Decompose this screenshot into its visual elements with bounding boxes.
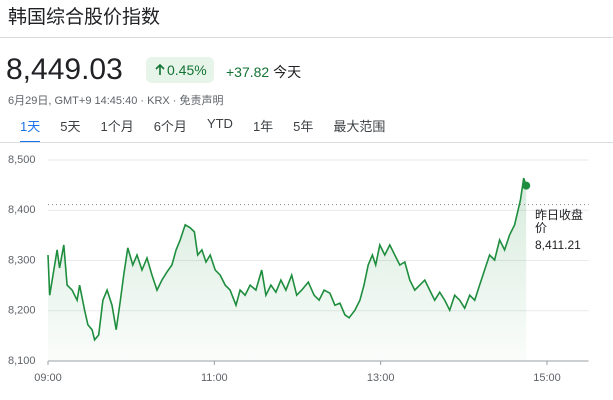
divider <box>0 37 613 38</box>
line <box>47 177 527 342</box>
x-tick-label: 13:00 <box>367 372 395 384</box>
end-point <box>522 181 531 190</box>
exchange: KRX <box>147 95 170 107</box>
y-tick-label: 8,500 <box>8 154 36 166</box>
y-tick-label: 8,200 <box>8 305 36 317</box>
y-tick-label: 8,300 <box>8 254 36 266</box>
change-period: 今天 <box>273 64 302 80</box>
previous-close-label: 昨日收盘价 <box>535 208 584 235</box>
y-tick-label: 8,400 <box>8 204 36 216</box>
tab[interactable]: 1年 <box>252 119 274 134</box>
divider <box>0 142 613 143</box>
area <box>48 178 527 361</box>
subtitle: 6月29日, GMT+9 14:45:40 · KRX · 免责声明 <box>8 95 224 107</box>
up-arrow <box>155 63 165 75</box>
y-tick-label: 8,100 <box>8 355 36 367</box>
change: +37.82 今天 <box>226 62 301 82</box>
change-percent: 0.45% <box>167 62 207 78</box>
tab[interactable]: 5天 <box>60 119 81 134</box>
tab[interactable]: 6个月 <box>153 119 187 134</box>
tab[interactable]: 最大范围 <box>333 119 386 134</box>
tab[interactable]: 1天 <box>20 114 41 143</box>
tab[interactable]: 5年 <box>293 119 314 134</box>
change-value: +37.82 <box>226 64 270 80</box>
x-tick-label: 15:00 <box>533 372 561 384</box>
price: 8,449.03 <box>6 53 123 86</box>
x-tick-label: 11:00 <box>201 372 228 384</box>
timestamp: 6月29日, GMT+9 14:45:40 <box>8 95 138 107</box>
tab[interactable]: 1个月 <box>100 119 134 134</box>
x-tick-label: 09:00 <box>34 372 62 384</box>
title: 韩国综合股价指数 <box>8 7 161 28</box>
previous-close-value: 8,411.21 <box>535 238 581 252</box>
tabs: 1天 5天 1个月 6个月 YTD 1年 5年 最大范围 <box>0 114 385 143</box>
change-badge: 0.45% <box>146 57 214 83</box>
disclaimer[interactable]: 免责声明 <box>179 95 224 107</box>
tab[interactable]: YTD <box>206 116 233 131</box>
